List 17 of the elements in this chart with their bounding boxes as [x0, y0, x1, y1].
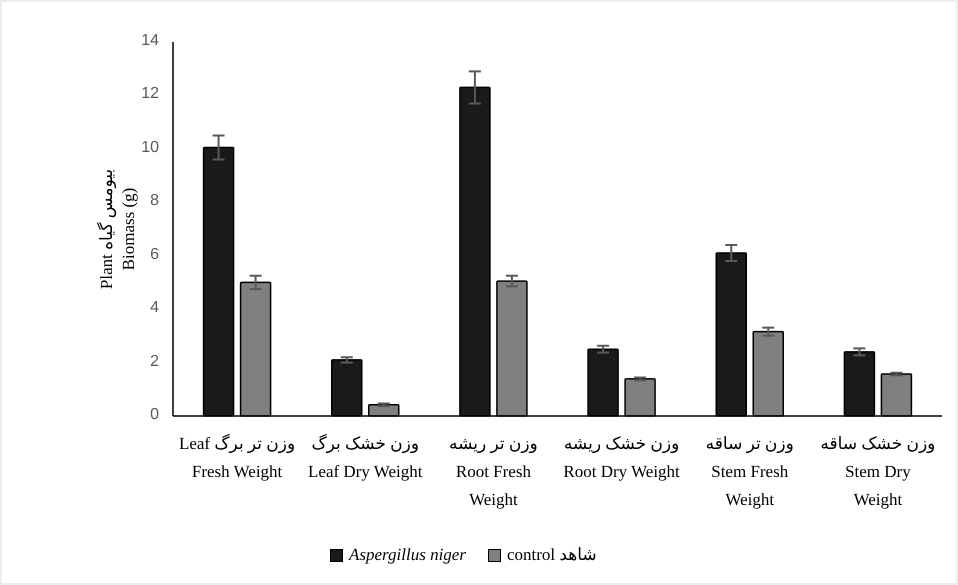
x-tick-label: وزن خشک ریشه Root Dry Weight [562, 433, 681, 483]
x-tick-label: وزن تر ساقه Stem Fresh Weight [704, 433, 795, 511]
y-tick-label: 4 [149, 299, 159, 318]
legend-label: control شاهد [506, 545, 597, 565]
y-tick-label: 14 [140, 32, 159, 50]
legend-label: Aspergillus niger [349, 545, 466, 565]
x-tick-label: وزن تر برگ Leaf Fresh Weight [178, 432, 296, 483]
y-tick-label: 2 [149, 352, 159, 371]
y-tick-label: 6 [150, 246, 159, 263]
y-tick-label: 12 [140, 85, 159, 104]
y-tick-label: 10 [140, 138, 159, 157]
y-tick-label: 0 [149, 406, 159, 424]
y-axis-title: بیومس گیاه Plant Biomass (g) [96, 168, 139, 292]
x-tick-label: وزن تر ریشه Root Fresh Weight [448, 433, 539, 511]
x-tick-label: وزن خشک برگ Leaf Dry Weight [307, 432, 424, 483]
x-tick-label: وزن خشک ساقه Stem Dry Weight [819, 433, 936, 511]
y-tick-label: 8 [150, 192, 159, 210]
